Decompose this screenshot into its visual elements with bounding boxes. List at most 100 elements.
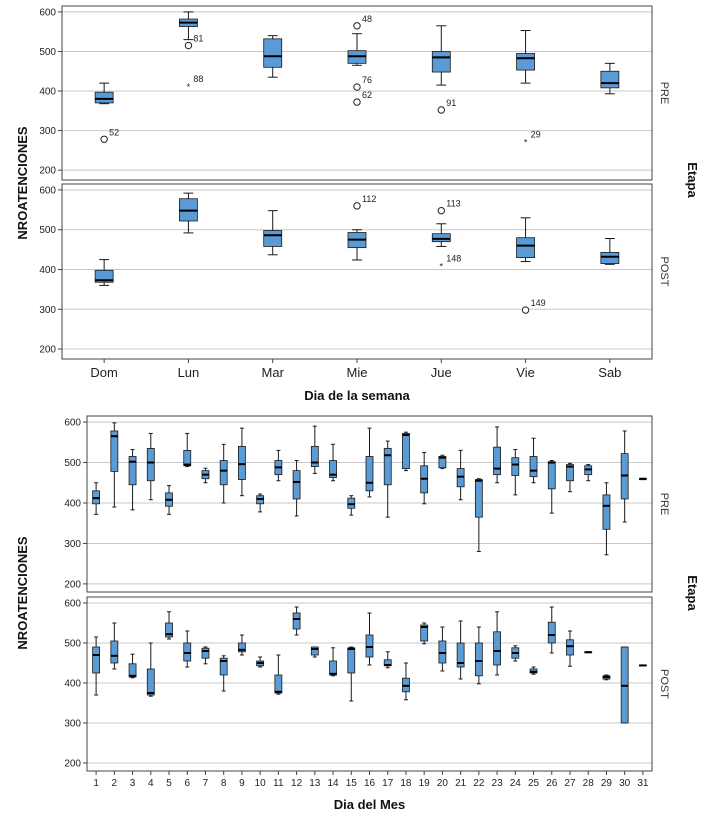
outlier-point xyxy=(437,206,445,215)
outlier-label: 91 xyxy=(446,98,456,108)
x-tick-label: 7 xyxy=(203,778,209,789)
box xyxy=(347,497,356,509)
box xyxy=(146,447,155,482)
outlier-label: 48 xyxy=(362,14,372,24)
outlier-label: 113 xyxy=(446,199,460,209)
x-tick-label: Dom xyxy=(90,365,117,380)
x-tick-label: 18 xyxy=(400,778,412,789)
box xyxy=(110,430,119,472)
box xyxy=(329,660,337,676)
x-tick-label: 25 xyxy=(528,778,540,789)
y-tick-label: 300 xyxy=(64,719,81,730)
x-axis-title: Dia de la semana xyxy=(304,388,410,403)
panel-label: PRE xyxy=(658,82,670,105)
y-tick-label: 600 xyxy=(64,418,81,429)
x-tick-label: 6 xyxy=(184,778,190,789)
box xyxy=(431,51,451,73)
box xyxy=(310,445,319,467)
box xyxy=(94,91,114,104)
x-tick-label: 21 xyxy=(455,778,467,789)
outlier-label: 88 xyxy=(193,74,203,84)
box xyxy=(238,642,246,653)
x-tick-label: 17 xyxy=(382,778,394,789)
box xyxy=(183,449,192,467)
y-tick-label: 200 xyxy=(39,166,56,177)
outlier-point xyxy=(521,306,530,314)
y-axis-title: NROATENCIONES xyxy=(15,536,30,649)
y-tick-label: 500 xyxy=(39,225,56,236)
x-tick-label: 12 xyxy=(291,778,303,789)
y-tick-label: 200 xyxy=(39,345,56,356)
box xyxy=(146,668,155,696)
box xyxy=(292,612,301,630)
x-tick-label: Lun xyxy=(178,365,200,380)
outlier-point xyxy=(437,106,445,114)
outlier-label: 81 xyxy=(193,34,203,44)
box xyxy=(383,447,392,486)
box xyxy=(329,460,337,478)
facet-title: Etapa xyxy=(685,575,700,611)
x-tick-label: 1 xyxy=(93,778,99,789)
box xyxy=(92,646,101,674)
box xyxy=(128,456,137,486)
box xyxy=(263,230,283,247)
x-tick-label: 29 xyxy=(601,778,613,789)
x-tick-label: Mar xyxy=(262,365,285,380)
box xyxy=(219,657,228,676)
box xyxy=(420,624,429,642)
box xyxy=(547,461,556,490)
outlier-label: 62 xyxy=(362,90,372,100)
box xyxy=(94,269,114,283)
box xyxy=(165,622,173,638)
outlier-label: 149 xyxy=(531,298,546,308)
box xyxy=(402,432,410,469)
box xyxy=(274,674,283,694)
x-tick-label: 31 xyxy=(637,778,649,789)
box xyxy=(292,470,301,500)
y-tick-label: 500 xyxy=(64,458,81,469)
y-tick-label: 200 xyxy=(64,759,81,770)
x-tick-label: 15 xyxy=(346,778,358,789)
box xyxy=(110,640,119,664)
x-tick-label: 19 xyxy=(419,778,431,789)
outlier-label: 112 xyxy=(362,194,376,204)
x-tick-label: 4 xyxy=(148,778,154,789)
panel-label: POST xyxy=(658,257,670,287)
x-tick-label: 16 xyxy=(364,778,376,789)
y-tick-label: 300 xyxy=(64,539,81,550)
outlier-extreme: * xyxy=(524,138,528,148)
y-tick-label: 200 xyxy=(64,579,81,590)
outlier-point xyxy=(353,22,361,30)
facet-title: Etapa xyxy=(685,162,700,198)
box xyxy=(566,464,574,482)
box xyxy=(238,445,246,480)
box xyxy=(347,647,356,674)
x-tick-label: 3 xyxy=(130,778,136,789)
box xyxy=(431,233,451,243)
x-tick-label: 9 xyxy=(239,778,245,789)
box xyxy=(474,479,483,518)
y-tick-label: 400 xyxy=(39,265,56,276)
box xyxy=(511,457,520,476)
x-axis-title: Dia del Mes xyxy=(334,797,406,812)
box xyxy=(529,456,538,478)
y-tick-label: 500 xyxy=(64,639,81,650)
x-tick-label: Jue xyxy=(431,365,452,380)
y-tick-label: 500 xyxy=(39,47,56,58)
panel-frame xyxy=(61,5,653,181)
x-tick-label: 23 xyxy=(492,778,504,789)
outlier-extreme: * xyxy=(440,262,444,272)
box xyxy=(310,646,319,656)
box xyxy=(602,494,611,530)
outlier-label: 29 xyxy=(531,130,541,140)
x-tick-label: 20 xyxy=(437,778,449,789)
x-tick-label: 5 xyxy=(166,778,172,789)
box xyxy=(600,252,620,264)
y-tick-label: 400 xyxy=(64,498,81,509)
box xyxy=(219,460,228,486)
x-tick-label: 10 xyxy=(255,778,267,789)
y-tick-label: 300 xyxy=(39,126,56,137)
y-tick-label: 400 xyxy=(64,679,81,690)
x-tick-label: 27 xyxy=(564,778,576,789)
